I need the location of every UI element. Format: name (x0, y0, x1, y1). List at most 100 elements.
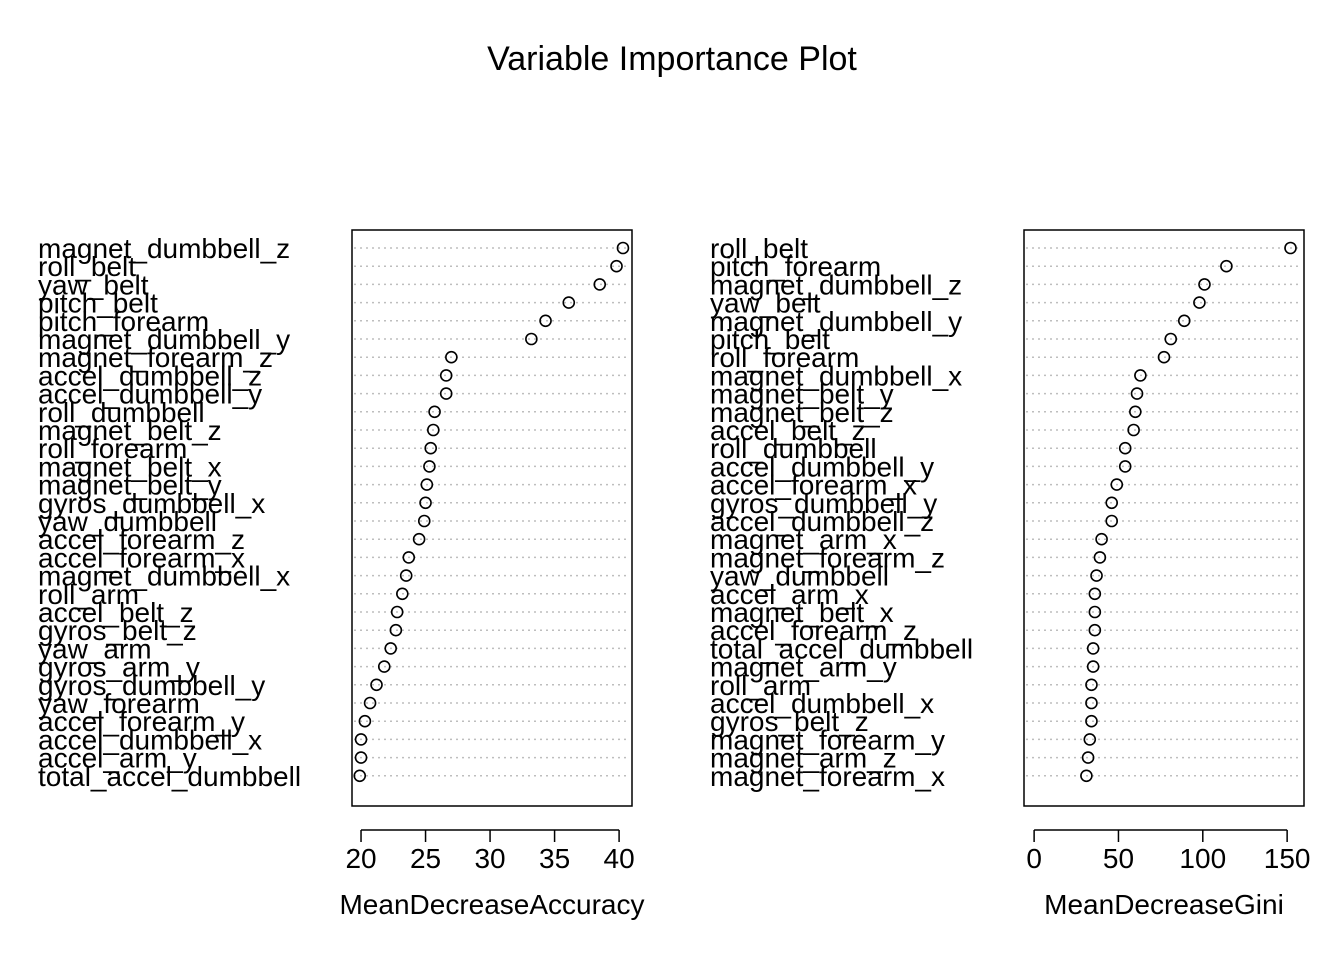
importance-point (1157, 350, 1171, 364)
variable-label: accel_forearm_y (38, 706, 245, 737)
variable-label: accel_dumbbell_y (38, 379, 262, 410)
importance-point (439, 369, 453, 382)
variable-label: gyros_dumbbell_y (38, 670, 265, 701)
importance-point (1284, 241, 1297, 255)
importance-point (616, 241, 630, 255)
variable-label: roll_arm (38, 579, 139, 610)
importance-point (1127, 423, 1140, 437)
variable-label: magnet_belt_x (38, 451, 222, 482)
variable-label: accel_dumbbell_z (710, 506, 934, 537)
variable-label: accel_arm_x (710, 579, 869, 610)
importance-point (1086, 660, 1100, 673)
variable-label: magnet_belt_z (710, 397, 894, 428)
importance-point (445, 350, 458, 364)
x-tick-label: 0 (1026, 843, 1042, 874)
variable-label: magnet_forearm_x (710, 761, 945, 792)
importance-point (428, 405, 441, 419)
variable-label: pitch_belt (710, 324, 830, 355)
variable-label: accel_dumbbell_y (710, 451, 934, 482)
x-tick-label: 35 (539, 843, 570, 874)
variable-label: magnet_dumbbell_y (38, 324, 290, 355)
importance-point (399, 569, 413, 582)
variable-label: accel_dumbbell_z (38, 360, 262, 391)
variable-label: magnet_dumbbell_x (38, 561, 290, 592)
variable-label: total_accel_dumbbell (710, 633, 973, 664)
variable-label: magnet_dumbbell_z (710, 269, 962, 300)
variable-label: magnet_belt_x (710, 597, 894, 628)
x-tick-label: 25 (410, 843, 441, 874)
variable-label: accel_dumbbell_x (710, 688, 934, 719)
importance-point (1118, 460, 1132, 473)
variable-label: magnet_arm_x (710, 524, 897, 555)
importance-point (1118, 441, 1132, 455)
importance-point (377, 660, 391, 673)
variable-label: magnet_dumbbell_y (710, 306, 962, 337)
variable-label: magnet_forearm_z (38, 342, 273, 373)
importance-point (390, 605, 404, 619)
variable-label: yaw_arm (38, 633, 152, 664)
importance-point (1129, 405, 1142, 419)
variable-label: magnet_belt_y (38, 470, 222, 501)
importance-point (525, 332, 538, 346)
variable-label: pitch_belt (38, 288, 158, 319)
importance-point (1088, 605, 1102, 619)
variable-label: accel_forearm_z (38, 524, 245, 555)
importance-point (1105, 514, 1119, 528)
variable-label: roll_belt (710, 233, 808, 264)
importance-point (353, 769, 367, 783)
importance-point (1081, 751, 1095, 764)
importance-point (539, 314, 552, 328)
x-tick-label: 150 (1264, 843, 1311, 874)
variable-label: yaw_forearm (38, 688, 200, 719)
importance-point (1130, 387, 1144, 400)
importance-point (1220, 259, 1233, 273)
importance-point (1105, 496, 1119, 510)
variable-label: yaw_belt (38, 269, 149, 300)
plot-frame (351, 229, 633, 807)
importance-point (370, 678, 383, 692)
variable-label: roll_belt (38, 251, 136, 282)
importance-point (562, 296, 576, 309)
importance-point (1085, 696, 1098, 710)
variable-label: yaw_dumbbell (38, 506, 217, 537)
importance-point (1164, 332, 1178, 346)
variable-label: accel_forearm_z (710, 615, 917, 646)
variable-label: accel_belt_z (710, 415, 866, 446)
importance-point (1086, 642, 1100, 655)
variable-label: yaw_belt (710, 288, 821, 319)
variable-label: roll_forearm (710, 342, 859, 373)
importance-point (1110, 478, 1124, 491)
variable-label: roll_arm (710, 670, 811, 701)
importance-point (363, 696, 377, 710)
importance-point (1095, 532, 1108, 546)
importance-point (423, 460, 436, 473)
variable-label: gyros_dumbbell_x (38, 488, 265, 519)
importance-point (1088, 623, 1102, 637)
importance-point (1085, 714, 1098, 728)
importance-point (420, 478, 434, 491)
importance-point (1193, 296, 1206, 309)
chart-title: Variable Importance Plot (487, 40, 857, 78)
importance-point (1090, 569, 1103, 582)
importance-point (1085, 678, 1098, 692)
variable-label: magnet_arm_z (710, 743, 897, 774)
importance-point (610, 259, 623, 273)
importance-point (354, 733, 368, 746)
importance-point (1080, 769, 1093, 783)
panel-mean-decrease-gini: roll_beltpitch_forearmmagnet_dumbbell_zy… (710, 229, 1311, 920)
importance-point (354, 751, 368, 764)
importance-point (1088, 587, 1102, 601)
variable-label: roll_forearm (38, 433, 187, 464)
variable-label: roll_dumbbell (38, 397, 205, 428)
variable-label: magnet_dumbbell_x (710, 360, 962, 391)
importance-point (439, 387, 453, 400)
x-axis-label: MeanDecreaseAccuracy (339, 889, 644, 920)
variable-label: magnet_belt_z (38, 415, 222, 446)
variable-label: accel_belt_z (38, 597, 194, 628)
variable-label: roll_dumbbell (710, 433, 877, 464)
variable-label: magnet_forearm_y (710, 724, 945, 755)
variable-label: magnet_belt_y (710, 379, 894, 410)
importance-point (424, 441, 438, 455)
x-tick-label: 100 (1179, 843, 1226, 874)
